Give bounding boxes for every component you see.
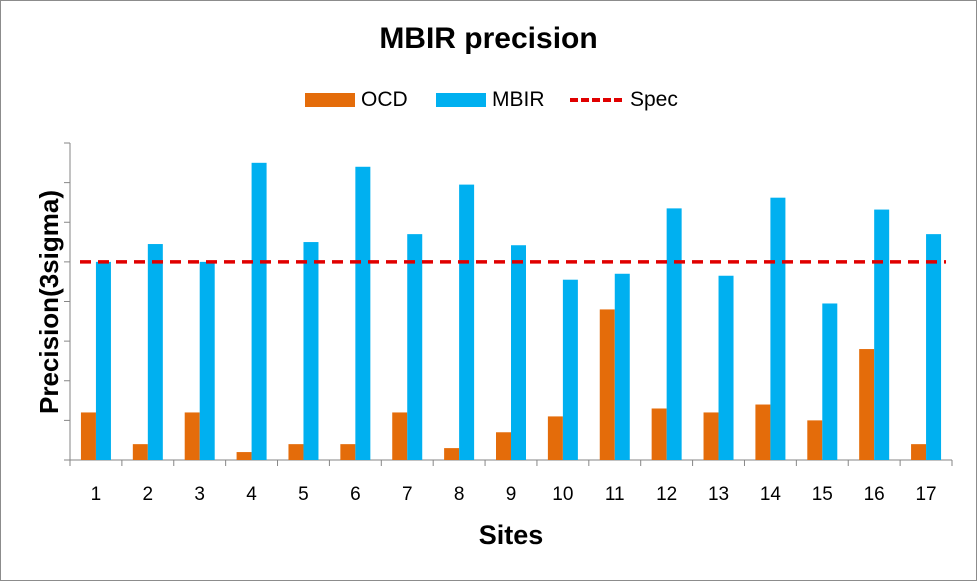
legend-label-mbir: MBIR xyxy=(492,88,545,111)
x-tick-label: 5 xyxy=(298,484,309,505)
bar-mbir-site-5 xyxy=(303,242,319,460)
bar-ocd-site-3 xyxy=(184,412,200,460)
bar-mbir-site-16 xyxy=(874,209,890,460)
bar-mbir-site-2 xyxy=(147,244,163,460)
bar-mbir-site-10 xyxy=(562,279,578,460)
x-axis-title: Sites xyxy=(479,520,544,550)
bar-ocd-site-2 xyxy=(132,444,148,460)
x-tick-label: 2 xyxy=(143,484,154,505)
bar-mbir-site-11 xyxy=(614,273,630,460)
bar-ocd-site-8 xyxy=(444,448,460,460)
legend-swatch-ocd xyxy=(305,93,355,107)
bar-ocd-site-5 xyxy=(288,444,304,460)
x-tick-label: 12 xyxy=(656,484,677,505)
legend-item-mbir: MBIR xyxy=(436,86,545,114)
x-tick-label: 10 xyxy=(552,484,573,505)
bar-ocd-site-4 xyxy=(236,452,252,460)
bar-mbir-site-13 xyxy=(718,275,734,460)
x-tick-label: 6 xyxy=(350,484,361,505)
bar-mbir-site-6 xyxy=(355,166,371,460)
x-tick-label: 7 xyxy=(402,484,413,505)
x-tick-label: 8 xyxy=(454,484,465,505)
legend-item-spec: Spec xyxy=(570,86,678,114)
x-tick-label: 16 xyxy=(864,484,885,505)
bar-mbir-site-17 xyxy=(926,234,942,460)
bar-mbir-site-8 xyxy=(459,184,475,460)
legend-swatch-mbir xyxy=(436,93,486,107)
legend-label-spec: Spec xyxy=(630,88,678,111)
legend: OCD MBIR Spec xyxy=(0,86,977,114)
x-tick-label: 14 xyxy=(760,484,782,505)
bar-ocd-site-9 xyxy=(496,432,511,460)
bar-mbir-site-9 xyxy=(511,245,526,460)
x-tick-label: 15 xyxy=(812,484,833,505)
bar-ocd-site-14 xyxy=(755,404,771,460)
x-tick-label: 13 xyxy=(708,484,729,505)
x-tick-label: 11 xyxy=(605,484,625,505)
bar-ocd-site-11 xyxy=(599,309,615,460)
bar-ocd-site-16 xyxy=(859,349,875,460)
bar-ocd-site-6 xyxy=(340,444,356,460)
bar-ocd-site-12 xyxy=(651,408,667,460)
x-tick-label: 1 xyxy=(91,484,102,505)
bar-ocd-site-1 xyxy=(80,412,96,460)
bar-ocd-site-7 xyxy=(392,412,408,460)
bar-ocd-site-17 xyxy=(911,444,927,460)
y-axis-title: Precision(3sigma) xyxy=(34,190,64,414)
bar-mbir-site-7 xyxy=(407,234,423,460)
bars xyxy=(80,162,942,460)
bar-ocd-site-15 xyxy=(807,420,823,460)
x-tick-labels: 1 2 3 4 5 6 7 8 9 10 11 12 13 14 15 16 17 xyxy=(91,484,937,505)
x-tick-label: 3 xyxy=(194,484,205,505)
bar-mbir-site-14 xyxy=(770,197,786,460)
legend-item-ocd: OCD xyxy=(305,86,408,114)
bar-ocd-site-13 xyxy=(703,412,719,460)
chart-title: MBIR precision xyxy=(379,22,598,55)
bar-mbir-site-3 xyxy=(199,261,215,460)
bar-mbir-site-4 xyxy=(251,162,267,460)
x-tick-label: 17 xyxy=(915,484,936,505)
x-tick-label: 4 xyxy=(246,484,257,505)
bar-ocd-site-10 xyxy=(547,416,563,460)
bar-mbir-site-1 xyxy=(95,261,111,460)
bar-mbir-site-15 xyxy=(822,303,838,460)
legend-label-ocd: OCD xyxy=(361,88,408,111)
x-tick-label: 9 xyxy=(506,484,517,505)
legend-swatch-spec xyxy=(570,98,622,102)
bar-mbir-site-12 xyxy=(666,208,682,460)
